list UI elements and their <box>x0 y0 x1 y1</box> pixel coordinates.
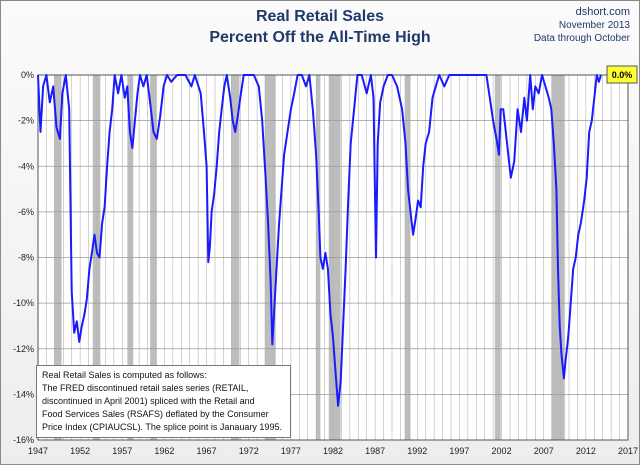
y-tick-label: -2% <box>18 116 34 126</box>
y-tick-label: -6% <box>18 207 34 217</box>
y-tick-label: 0% <box>21 70 34 80</box>
x-tick-label: 1977 <box>281 446 301 456</box>
x-tick-label: 2002 <box>492 446 512 456</box>
note-line: discontinued in April 2001) spliced with… <box>42 396 255 406</box>
chart-title-line1: Real Retail Sales <box>255 8 385 25</box>
x-tick-label: 2007 <box>534 446 554 456</box>
y-tick-label: -10% <box>13 298 34 308</box>
x-tick-label: 1962 <box>154 446 174 456</box>
note-line: Price Index (CPIAUCSL). The splice point… <box>42 422 282 432</box>
latest-value-label: 0.0% <box>612 70 633 80</box>
x-tick-label: 1947 <box>28 446 48 456</box>
plot-border <box>37 74 629 441</box>
note-line: Food Services Sales (RSAFS) deflated by … <box>42 409 269 419</box>
x-tick-label: 2017 <box>618 446 638 456</box>
note-line: Real Retail Sales is computed as follows… <box>42 370 207 380</box>
x-tick-label: 1982 <box>323 446 343 456</box>
y-tick-label: -14% <box>13 389 34 399</box>
source-label: dshort.com <box>575 6 630 18</box>
chart-title-line2: Percent Off the All-Time High <box>209 29 431 46</box>
x-tick-label: 2012 <box>576 446 596 456</box>
x-tick-label: 1952 <box>70 446 90 456</box>
data-through-label: Data through October <box>533 33 630 44</box>
y-tick-label: -12% <box>13 344 34 354</box>
x-tick-label: 1972 <box>239 446 259 456</box>
x-tick-label: 1997 <box>449 446 469 456</box>
series-line <box>37 74 602 407</box>
x-tick-label: 1967 <box>197 446 217 456</box>
y-tick-label: -8% <box>18 253 34 263</box>
x-tick-label: 1987 <box>365 446 385 456</box>
date-label: November 2013 <box>558 20 630 31</box>
latest-value-box <box>606 65 638 84</box>
y-tick-label: -16% <box>13 435 34 445</box>
y-tick-label: -4% <box>18 161 34 171</box>
x-tick-label: 1957 <box>112 446 132 456</box>
x-tick-label: 1992 <box>407 446 427 456</box>
methodology-note: Real Retail Sales is computed as follows… <box>36 365 291 438</box>
note-line: The FRED discontinued retail sales serie… <box>42 383 249 393</box>
